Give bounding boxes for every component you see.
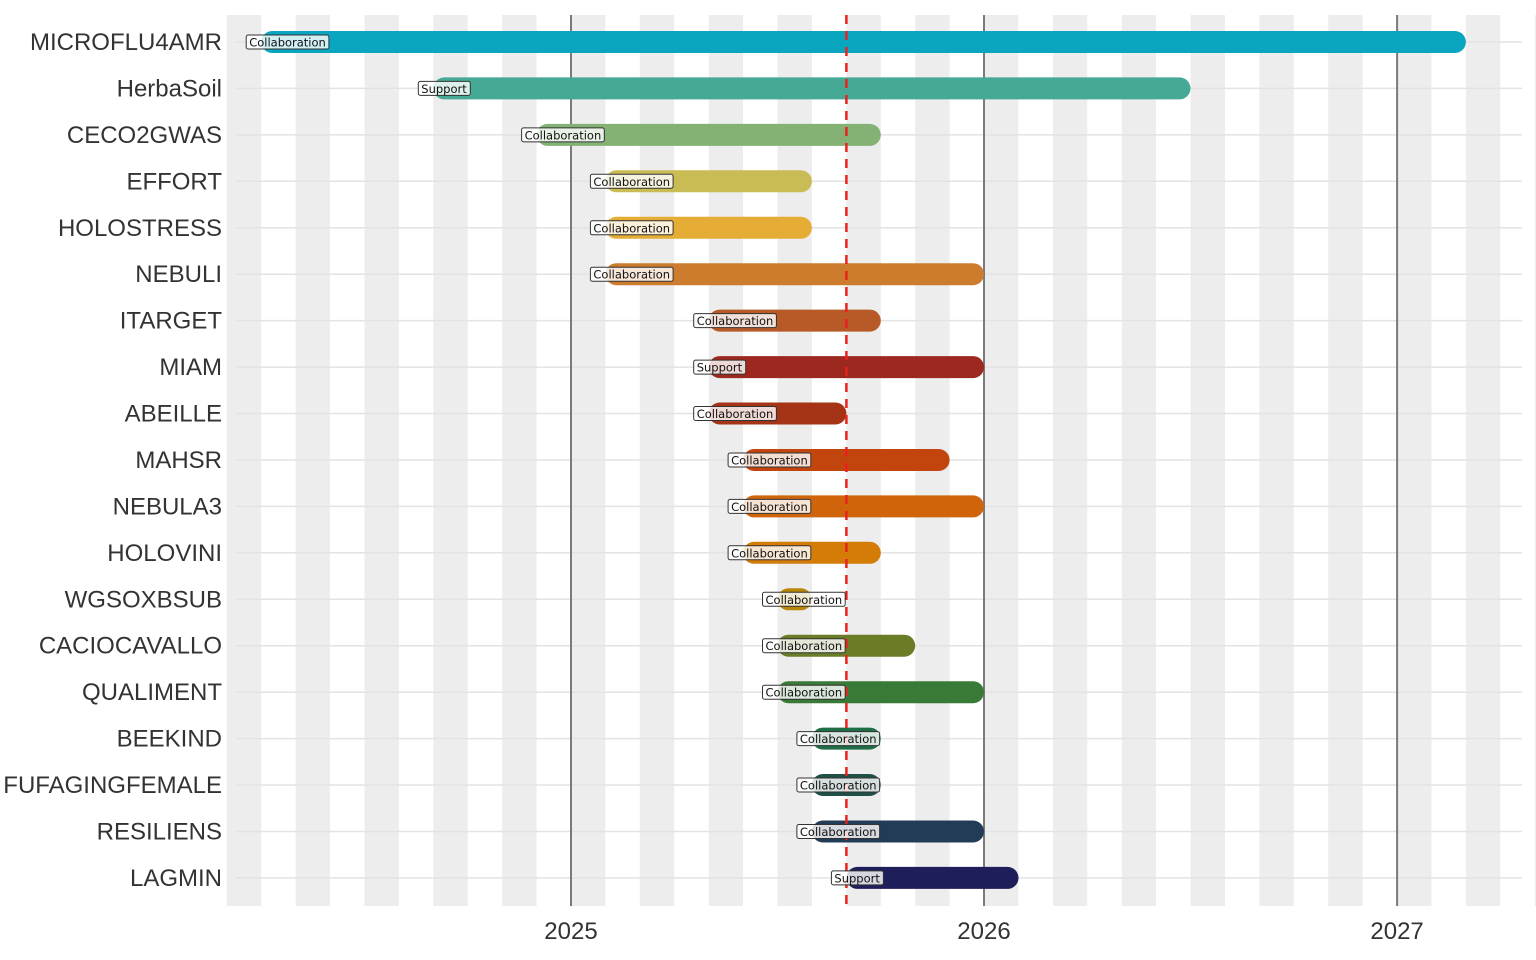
y-label-abeille: ABEILLE — [125, 401, 222, 428]
bar-nebuli — [605, 263, 984, 286]
y-label-wgsoxbsub: WGSOXBSUB — [65, 586, 222, 613]
type-tag: Collaboration — [727, 498, 812, 514]
y-label-lagmin: LAGMIN — [130, 865, 222, 892]
type-tag-text: Collaboration — [593, 175, 670, 189]
type-tag: Collaboration — [796, 731, 881, 747]
type-tag-box — [693, 406, 777, 421]
y-label-fufagingfemale: FUFAGINGFEMALE — [3, 772, 222, 799]
type-tag-text: Support — [834, 871, 880, 885]
type-tag: Collaboration — [762, 638, 846, 654]
type-tag-box — [245, 34, 330, 50]
type-tag: Collaboration — [693, 406, 777, 421]
y-label-miam: MIAM — [159, 354, 222, 381]
type-tag-text: Collaboration — [766, 593, 843, 607]
bar-ceco2gwas — [536, 123, 881, 146]
type-tag: Support — [693, 359, 747, 375]
type-tag-text: Collaboration — [593, 268, 670, 282]
type-tag-box — [417, 80, 471, 96]
y-label-beekind: BEEKIND — [117, 726, 222, 753]
x-tick-label: 2027 — [1370, 918, 1423, 945]
type-tag-text: Collaboration — [249, 36, 326, 50]
type-tag-text: Support — [697, 361, 743, 375]
y-label-itarget: ITARGET — [120, 308, 223, 335]
type-tag-box — [727, 545, 812, 561]
y-label-holostress: HOLOSTRESS — [58, 215, 222, 242]
x-tick-label: 2026 — [957, 918, 1010, 945]
type-tag: Collaboration — [727, 452, 812, 468]
type-tag-text: Collaboration — [800, 825, 877, 839]
type-tag-box — [762, 591, 846, 607]
y-label-resiliens: RESILIENS — [97, 819, 222, 846]
type-tag-box — [796, 777, 881, 793]
y-label-effort: EFFORT — [126, 168, 222, 195]
type-tag: Collaboration — [245, 34, 330, 50]
y-label-caciocavallo: CACIOCAVALLO — [39, 633, 222, 660]
type-tag: Collaboration — [796, 777, 881, 793]
type-tag-box — [693, 359, 747, 375]
type-tag: Collaboration — [589, 173, 674, 189]
type-tag-box — [727, 498, 812, 514]
type-tag-text: Collaboration — [697, 407, 774, 421]
year-lines — [570, 15, 1399, 906]
type-tag: Collaboration — [727, 545, 812, 561]
type-tag-text: Collaboration — [697, 314, 774, 328]
type-tag: Collaboration — [762, 684, 846, 700]
type-tag-box — [521, 127, 605, 143]
y-label-ceco2gwas: CECO2GWAS — [67, 122, 222, 149]
type-tag-text: Collaboration — [766, 686, 843, 700]
x-tick-label: 2025 — [544, 918, 597, 945]
y-label-mahsr: MAHSR — [135, 447, 222, 474]
type-tag: Support — [417, 80, 471, 96]
bar-lagmin — [846, 866, 1019, 889]
y-label-nebula3: NEBULA3 — [113, 493, 222, 520]
type-tag-text: Collaboration — [731, 454, 808, 468]
type-labels: Collaboration Support Collaboration Collabo… — [245, 34, 884, 886]
y-label-nebuli: NEBULI — [135, 261, 222, 288]
month-band — [1534, 15, 1536, 906]
type-tag-box — [589, 173, 674, 189]
type-tag-box — [589, 266, 674, 282]
type-tag-box — [693, 313, 777, 329]
y-label-herbasoil: HerbaSoil — [117, 75, 222, 102]
type-tag: Collaboration — [693, 313, 777, 329]
type-tag-text: Collaboration — [731, 546, 808, 560]
bar-microflu4amr — [261, 31, 1466, 53]
type-tag-text: Support — [421, 82, 467, 96]
y-label-holovini: HOLOVINI — [107, 540, 222, 567]
type-tag-text: Collaboration — [731, 500, 808, 514]
type-tag-box — [727, 452, 812, 468]
bar-herbasoil — [433, 77, 1191, 100]
type-tag-box — [762, 638, 846, 654]
type-tag: Collaboration — [796, 824, 881, 839]
y-label-qualiment: QUALIMENT — [82, 679, 222, 706]
x-axis-labels: 2025 2026 2027 — [544, 918, 1423, 945]
type-tag: Support — [830, 870, 884, 886]
type-tag-text: Collaboration — [800, 732, 877, 746]
y-label-microflu4amr: MICROFLU4AMR — [30, 29, 222, 56]
type-tag-box — [589, 220, 674, 236]
type-tag-box — [830, 870, 884, 886]
y-axis-labels: MICROFLU4AMR HerbaSoil CECO2GWAS EFFORT HOLO… — [3, 29, 222, 892]
type-tag: Collaboration — [762, 591, 846, 607]
type-tag: Collaboration — [589, 220, 674, 236]
type-tag: Collaboration — [521, 127, 605, 143]
type-tag-text: Collaboration — [593, 221, 670, 235]
type-tag-box — [762, 684, 846, 700]
type-tag-text: Collaboration — [766, 639, 843, 653]
type-tag-box — [796, 731, 881, 747]
type-tag-text: Collaboration — [525, 128, 602, 142]
type-tag-box — [796, 824, 881, 839]
type-tag: Collaboration — [589, 266, 674, 282]
type-tag-text: Collaboration — [800, 779, 877, 793]
